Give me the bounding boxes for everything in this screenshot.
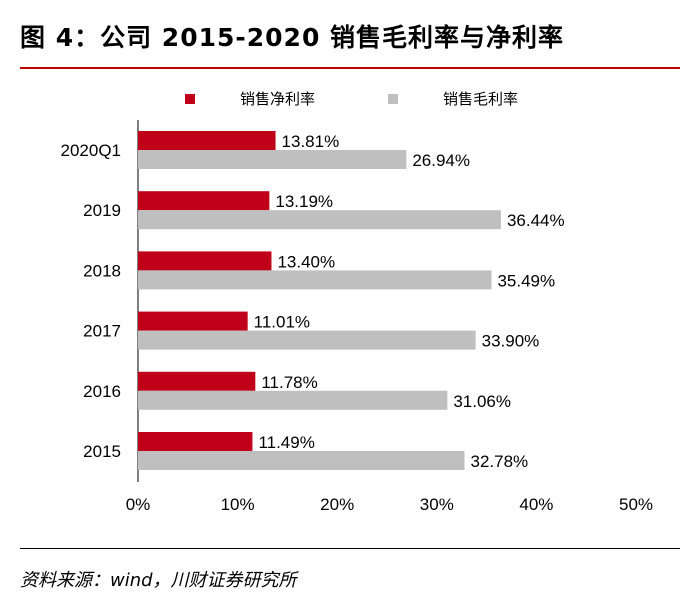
category-label: 2020Q1 [61,141,122,160]
net-margin-data-label: 11.01% [254,313,310,332]
gross-margin-bar [138,270,492,290]
category-label: 2016 [83,382,121,401]
x-tick-label: 10% [221,495,255,514]
gross-margin-data-label: 35.49% [497,271,555,290]
x-tick-label: 20% [320,495,354,514]
gross-margin-data-label: 31.06% [453,392,511,411]
gross-margin-bar [138,210,501,230]
x-tick-label: 40% [519,495,553,514]
gross-margin-data-label: 33.90% [482,332,540,351]
category-label: 2017 [83,322,121,341]
net-margin-bar [138,371,256,391]
category-label: 2015 [83,442,121,461]
title-divider [20,67,680,69]
gross-margin-data-label: 32.78% [470,452,528,471]
gross-margin-bar [138,330,476,350]
x-tick-label: 50% [619,495,653,514]
net-margin-bar [138,311,248,331]
gross-margin-bar [138,150,407,169]
net-margin-bar [138,251,272,271]
category-label: 2018 [83,261,121,280]
legend-swatch-2 [388,94,398,104]
net-margin-bar [138,131,276,150]
legend-label-1: 销售净利率 [240,90,315,108]
category-label: 2019 [83,201,121,220]
net-margin-bar [138,191,270,211]
legend-label-2: 销售毛利率 [443,90,518,108]
legend-swatch-1 [185,94,195,104]
net-margin-data-label: 13.81% [282,132,340,151]
bar-chart: 销售净利率 销售毛利率 2020Q1 13.81% 26.94% 2019 13.19% 36… [61,90,654,514]
net-margin-data-label: 13.19% [275,192,333,211]
x-tick-label: 30% [420,495,454,514]
gross-margin-bar [138,390,448,410]
chart-title: 图 4：公司 2015-2020 销售毛利率与净利率 [20,23,565,52]
net-margin-data-label: 11.78% [261,373,317,392]
gross-margin-data-label: 26.94% [412,151,470,170]
net-margin-data-label: 11.49% [258,433,314,452]
gross-margin-bar [138,451,465,470]
net-margin-data-label: 13.40% [277,252,335,271]
gross-margin-data-label: 36.44% [507,211,565,230]
footer-divider [20,548,680,549]
x-tick-label: 0% [126,495,151,514]
source-note: 资料来源：wind，川财证券研究所 [20,570,297,591]
net-margin-bar [138,432,253,451]
